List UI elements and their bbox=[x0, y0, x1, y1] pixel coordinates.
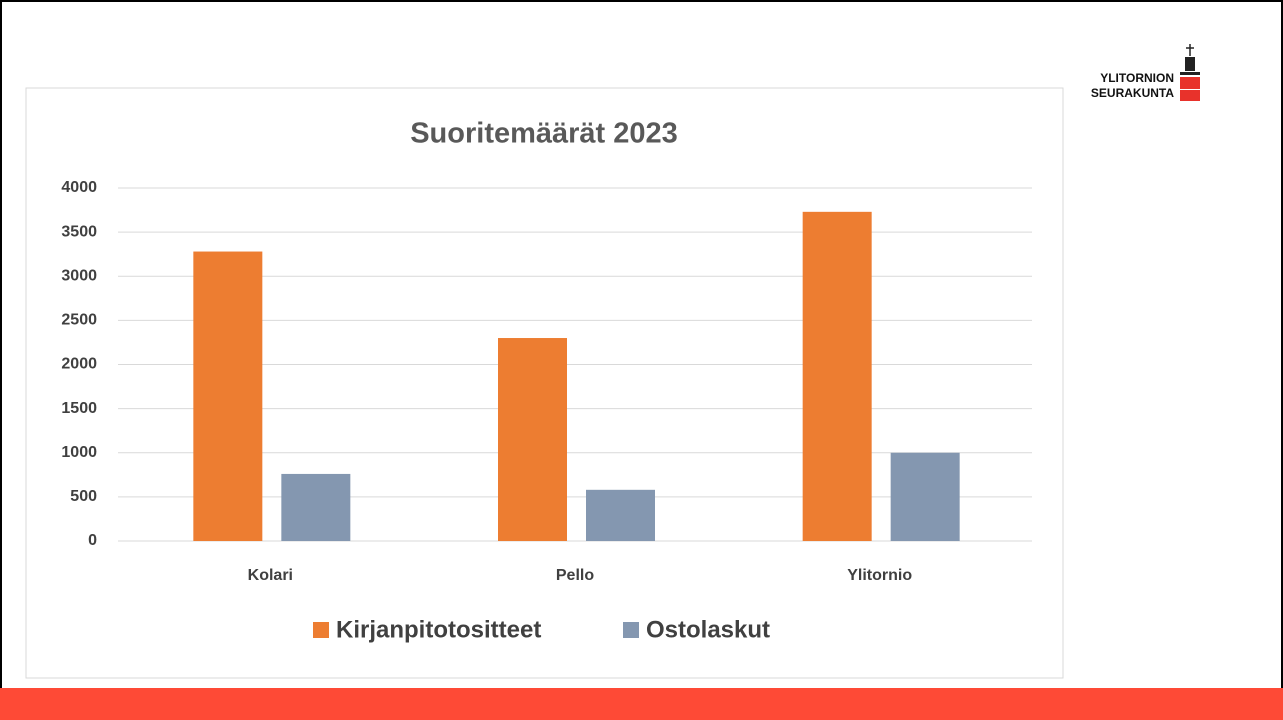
logo-roof bbox=[1180, 72, 1200, 75]
bar bbox=[586, 489, 655, 541]
y-tick-label: 2500 bbox=[61, 312, 97, 329]
bar bbox=[498, 338, 567, 541]
legend-swatch bbox=[623, 622, 639, 638]
y-tick-label: 3500 bbox=[61, 223, 97, 240]
logo-body bbox=[1180, 77, 1200, 89]
logo-waves bbox=[1180, 90, 1200, 101]
y-tick-label: 1000 bbox=[61, 444, 97, 461]
x-tick-label: Ylitornio bbox=[847, 567, 912, 584]
y-tick-label: 2000 bbox=[61, 356, 97, 373]
logo-tower bbox=[1185, 57, 1195, 71]
logo-text: SEURAKUNTA bbox=[1091, 86, 1174, 100]
logo: YLITORNION SEURAKUNTA bbox=[1091, 44, 1200, 101]
footer-band bbox=[0, 688, 1283, 720]
bar bbox=[802, 211, 872, 541]
chart-title: Suoritemäärät 2023 bbox=[410, 118, 678, 150]
y-tick-label: 0 bbox=[88, 532, 97, 549]
bar bbox=[281, 473, 351, 541]
y-tick-label: 500 bbox=[70, 488, 97, 505]
logo-text: YLITORNION bbox=[1100, 71, 1174, 85]
y-tick-label: 3000 bbox=[61, 267, 97, 284]
legend-label: Kirjanpitotositteet bbox=[336, 616, 541, 643]
x-tick-label: Kolari bbox=[248, 567, 293, 584]
bar bbox=[890, 452, 960, 541]
y-tick-label: 1500 bbox=[61, 400, 97, 417]
legend-label: Ostolaskut bbox=[646, 616, 770, 643]
y-tick-label: 4000 bbox=[61, 179, 97, 196]
x-tick-label: Pello bbox=[556, 567, 594, 584]
legend-swatch bbox=[313, 622, 329, 638]
bar bbox=[193, 251, 263, 542]
